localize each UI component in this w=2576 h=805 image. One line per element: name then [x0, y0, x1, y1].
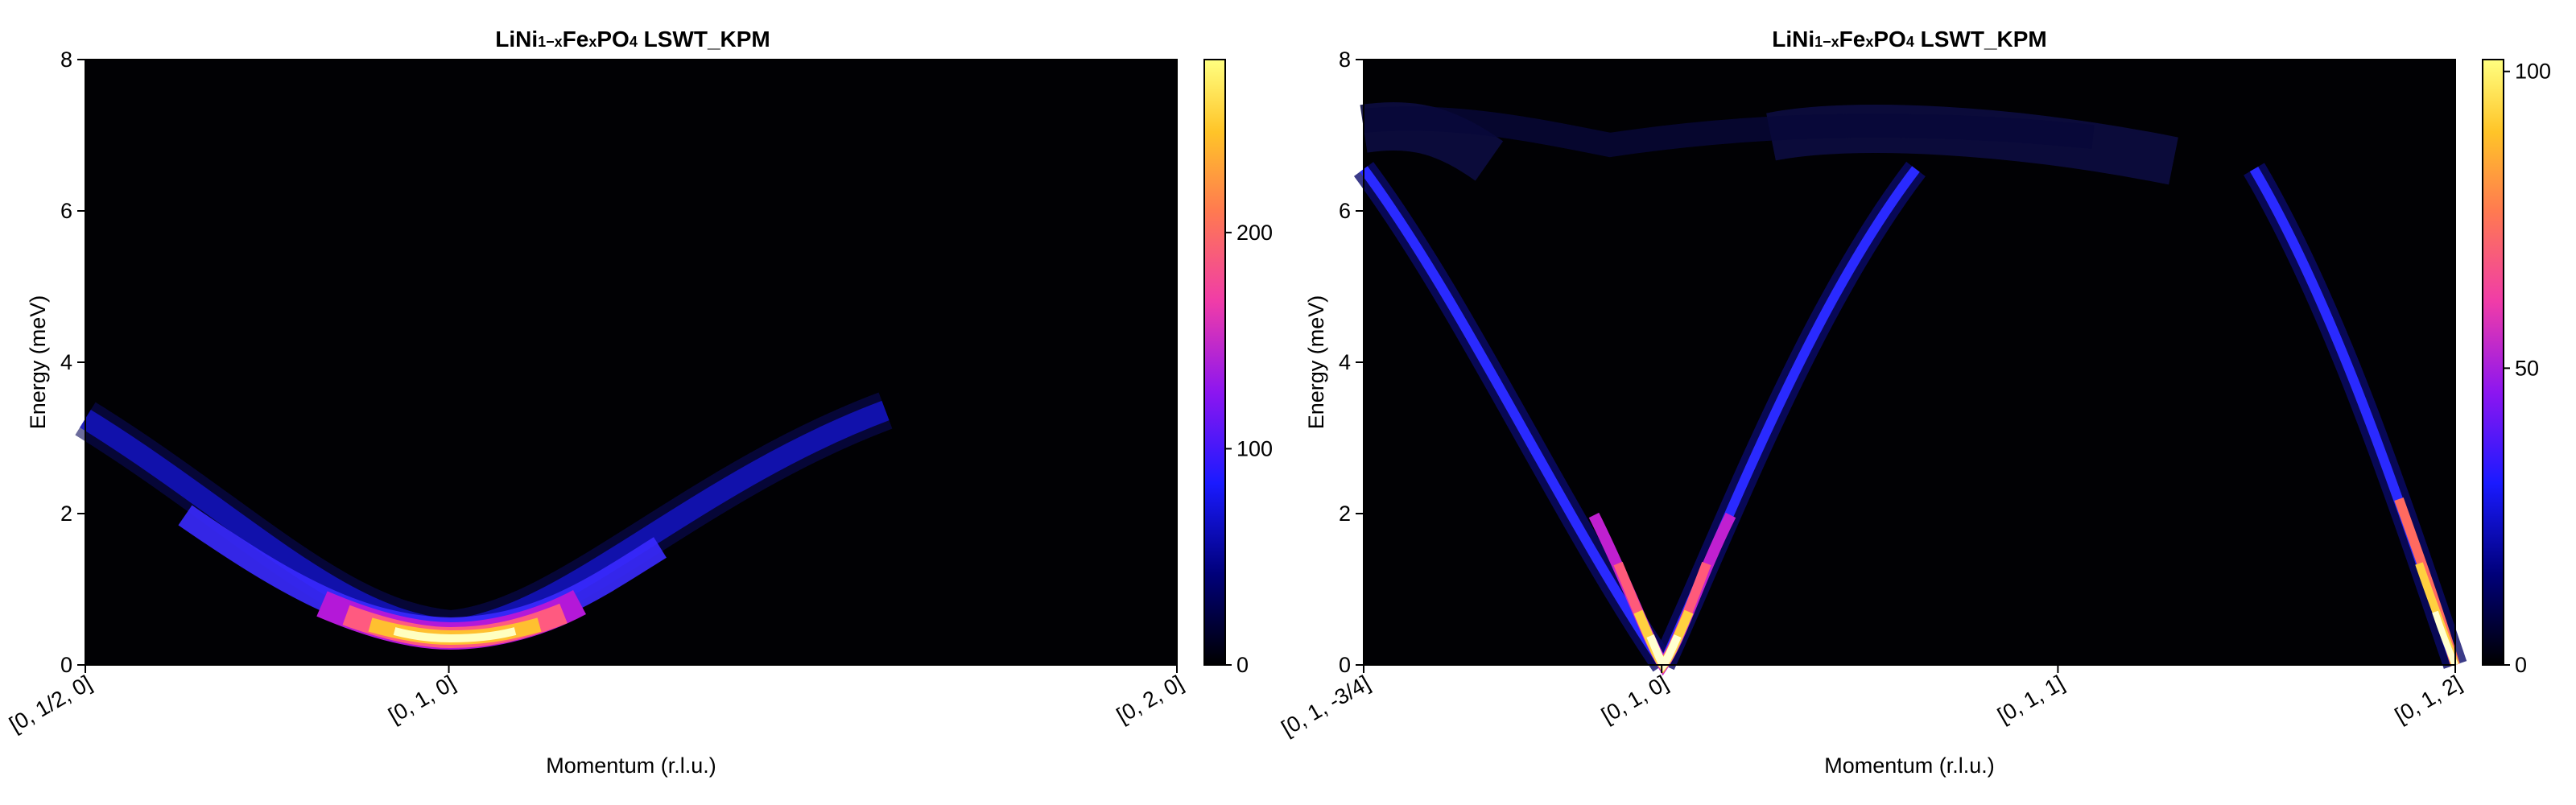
x-axis-label: Momentum (r.l.u.) [546, 753, 716, 778]
colorbar-tick-label: 50 [2515, 356, 2539, 380]
x-tick-label: [0, 1, 0] [1597, 671, 1672, 728]
heatmap-band [75, 392, 893, 650]
y-tick-label: 8 [60, 47, 72, 72]
colorbar-tick-label: 200 [1236, 221, 1273, 245]
y-tick-label: 0 [1339, 653, 1351, 677]
x-tick-label: [0, 1, 0] [385, 671, 460, 728]
x-axis: [0, 1, -3/4] [0, 1, 0] [0, 1, 1] [0, 1, 2] [1278, 665, 2466, 741]
y-tick-label: 2 [60, 502, 72, 526]
colorbar-tick-label: 100 [2515, 60, 2551, 84]
y-axis: 0 2 4 6 8 [1339, 47, 1364, 677]
y-tick-label: 8 [1339, 47, 1351, 72]
y-axis: 0 2 4 6 8 [60, 47, 85, 677]
colorbar [2482, 59, 2504, 666]
y-tick-label: 4 [60, 350, 72, 374]
heatmap-band [1353, 101, 2467, 676]
x-tick-label: [0, 1, -3/4] [1278, 671, 1374, 741]
x-tick-label: [0, 1, 2] [2391, 671, 2466, 728]
y-tick-label: 0 [60, 653, 72, 677]
colorbar [1203, 59, 1226, 666]
y-axis-label: Energy (meV) [1304, 295, 1328, 430]
x-axis-label: Momentum (r.l.u.) [1824, 753, 1995, 778]
chart-title: LiNi1−xFexPO4 LSWT_KPM [495, 27, 770, 52]
x-tick-label: [0, 2, 0] [1113, 671, 1187, 728]
heatmap-background [1364, 60, 2455, 665]
colorbar-ticks: 0 100 200 [1225, 221, 1273, 677]
x-axis: [0, 1/2, 0] [0, 1, 0] [0, 2, 0] [6, 665, 1187, 737]
chart-title: LiNi1−xFexPO4 LSWT_KPM [1772, 27, 2047, 52]
x-tick-label: [0, 1, 1] [1993, 671, 2068, 728]
colorbar-tick-label: 0 [1236, 653, 1249, 677]
y-axis-label: Energy (meV) [26, 295, 50, 430]
y-tick-label: 6 [60, 199, 72, 223]
colorbar-ticks: 0 50 100 [2504, 60, 2551, 677]
colorbar-tick-label: 100 [1236, 436, 1273, 460]
chart-panel-1: LiNi1−xFexPO4 LSWT_KPM 0 2 4 6 8 Energy (meV… [6, 27, 1274, 778]
y-tick-label: 6 [1339, 199, 1351, 223]
colorbar-tick-label: 0 [2515, 653, 2527, 677]
y-tick-label: 2 [1339, 502, 1351, 526]
x-tick-label: [0, 1/2, 0] [6, 671, 96, 737]
y-tick-label: 4 [1339, 350, 1351, 374]
